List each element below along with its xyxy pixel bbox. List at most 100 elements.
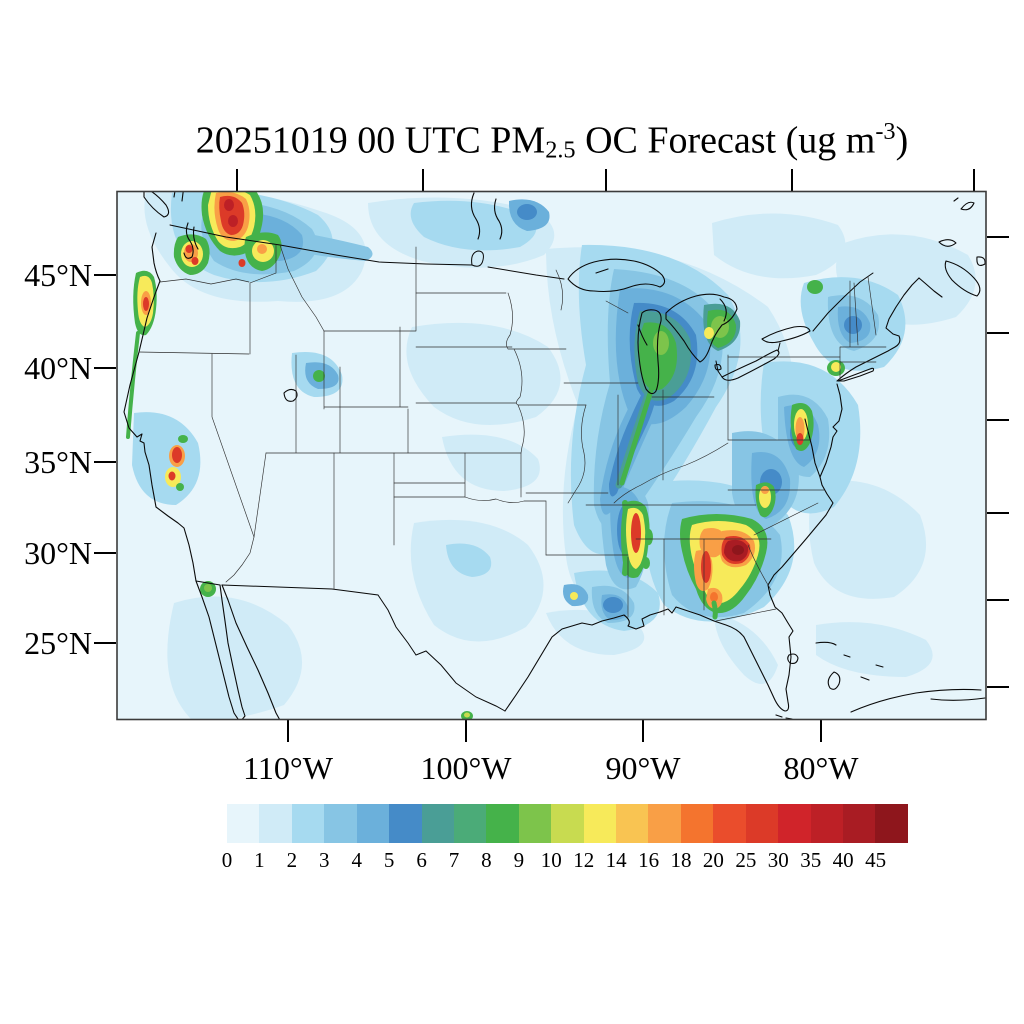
left-axis-tick [94,642,116,644]
bottom-axis-tick [465,720,467,742]
lon-label-80w: 80°W [783,750,859,786]
colorbar-cell-8 [486,804,519,843]
olympic-coastline [151,232,161,282]
colorbar-cell-35 [810,804,844,843]
coastline-layer [123,192,986,719]
lake-huron [665,293,738,363]
colorbar-label-14: 14 [605,848,627,872]
colorbar-label-12: 12 [573,848,595,872]
top-axis-tick [605,169,607,191]
chesapeake-bay [804,418,821,478]
gulf-atlantic-coastline [504,476,834,712]
hotspot-washington [201,192,264,267]
colorbar-label-16: 16 [638,848,660,872]
title-superscript: -3 [875,118,896,145]
left-axis-tick [94,367,116,369]
hotspot-montreal [807,280,823,294]
bottom-axis-tick [287,720,289,742]
country-border-layer [169,224,874,712]
lon-label-110w: 110°W [243,750,333,786]
forecast-map [116,190,987,721]
colorbar-cell-5 [389,804,422,843]
colorbar-label-6: 6 [416,848,427,872]
hotspot-imperial-valley [200,581,216,597]
title-text-3: ) [895,119,909,162]
colorbar-labels: 0 1 2 3 4 5 6 7 8 9 10 12 14 16 18 20 25 30 35 40 45 [222,848,908,874]
hotspot-texarkana [570,592,578,600]
map-frame [116,190,987,721]
colorbar-label-0: 0 [221,848,233,872]
left-axis-tick [94,274,116,276]
delmarva-nj-coast [819,383,843,478]
left-axis-tick [94,552,116,554]
colorbar-cell-16 [648,804,681,843]
hotspot-north-california [165,435,188,491]
top-axis-tick [422,169,424,191]
great-salt-lake [283,388,298,402]
left-axis-tick [94,461,116,463]
colorbar-label-10: 10 [540,848,562,872]
hotspot-nyc [827,360,845,376]
bottom-axis-tick [820,720,822,742]
colorbar-cell-3 [324,804,357,843]
lat-label-25n: 25°N [24,625,92,661]
lat-label-40n: 40°N [24,350,92,386]
hotspot-carolinas [755,482,776,518]
lat-label-45n: 45°N [24,257,92,293]
hotspot-chesapeake [790,403,814,451]
anticosti-island [953,197,975,211]
colorbar-cell-18 [680,804,714,843]
hotspot-mississippi [621,500,653,578]
colorbar-label-25: 25 [735,848,757,872]
title-text-2: OC Forecast (ug m [575,119,876,162]
right-axis-tick [987,686,1009,688]
long-island [837,367,875,382]
right-axis-tick [987,332,1009,334]
pacific-coastline [123,280,197,582]
colorbar-cell-7 [453,804,487,843]
lon-label-90w: 90°W [605,750,681,786]
right-axis-tick [987,419,1009,421]
title-subscript: 2.5 [545,136,576,164]
lake-okeechobee [787,653,799,664]
right-axis-tick [987,512,1009,514]
mexico-border [195,580,506,712]
cape-breton [976,256,986,266]
lake-superior [567,258,666,293]
colorbar-label-5: 5 [383,848,395,872]
colorbar [227,804,908,843]
colorbar-label-2: 2 [286,848,298,872]
plot-title: 20251019 00 UTC PM2.5 OC Forecast (ug m-… [0,118,1024,165]
lake-michigan [637,309,662,395]
colorbar-label-18: 18 [670,848,692,872]
hotspot-mexico [461,711,473,719]
top-axis-tick [236,169,238,191]
new-england-coast [836,277,920,382]
hotspot-idaho [244,232,282,271]
colorbar-cell-6 [421,804,454,843]
title-text: 20251019 00 UTC PM [195,119,546,162]
gulf-of-california-mainland [221,584,280,719]
canadian-lakes [470,192,503,240]
colorbar-cell-4 [356,804,390,843]
bay-of-fundy-coast [918,277,943,298]
vancouver-island [143,192,184,218]
colorbar-label-1: 1 [254,848,265,872]
lon-label-100w: 100°W [420,750,512,786]
colorbar-cell-1 [259,804,292,843]
colorbar-cell-25 [745,804,779,843]
state-border-layer [138,244,887,622]
colorbar-cell-20 [713,804,746,843]
lat-label-35n: 35°N [24,444,92,480]
canada-border-east [715,272,874,378]
lake-ontario [761,325,811,344]
colorbar-cell-30 [778,804,811,843]
colorbar-label-45: 45 [865,848,887,872]
colorbar-label-20: 20 [702,848,724,872]
top-axis-tick [791,169,793,191]
hotspot-utah [313,370,325,382]
puget-sound [183,222,199,259]
colorbar-label-35: 35 [800,848,822,872]
colorbar-cell-12 [583,804,617,843]
